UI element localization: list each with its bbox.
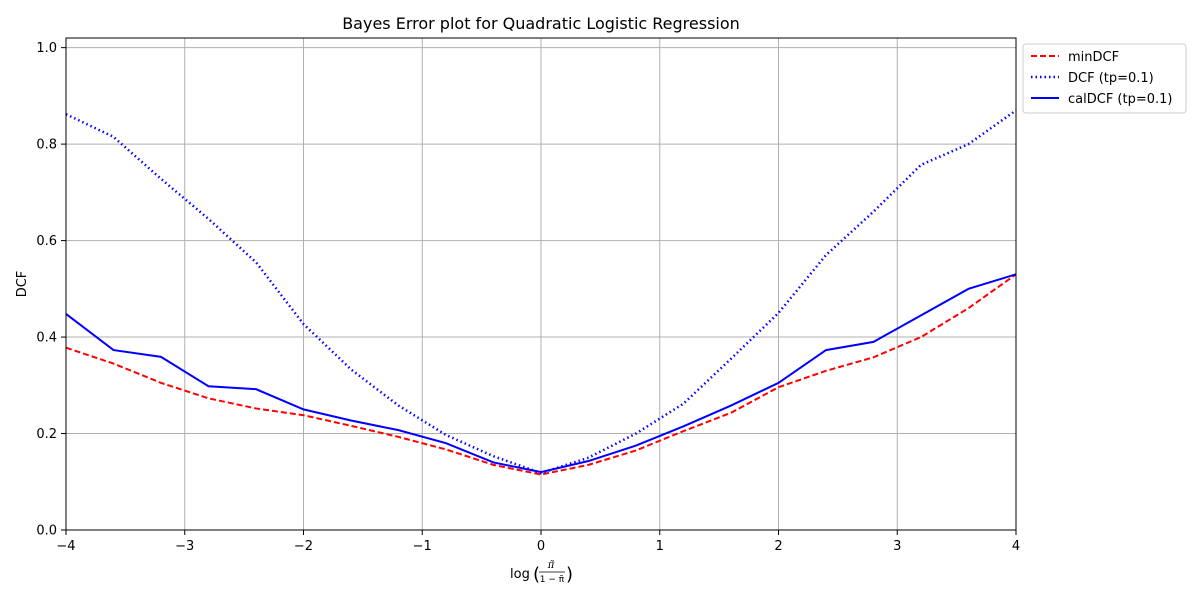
- x-tick-label: 1: [656, 539, 664, 554]
- y-tick-label: 0.6: [36, 234, 57, 249]
- x-tick-label: 4: [1012, 539, 1020, 554]
- x-axis-label-paren-left: (: [533, 564, 540, 585]
- y-tick-label: 0.8: [36, 138, 57, 153]
- x-axis-ticks: −4 −3 −2 −1 0 1 2 3 4: [56, 530, 1020, 554]
- x-tick-label: 0: [537, 539, 545, 554]
- x-tick-label: 2: [774, 539, 782, 554]
- x-axis-label-denominator: 1 − π̃: [540, 575, 565, 585]
- x-axis-label-numerator: π̃: [547, 560, 555, 571]
- x-tick-label: 3: [893, 539, 901, 554]
- series-line-caldcf: [65, 273, 1017, 474]
- y-axis-ticks: 0.0 0.2 0.4 0.6 0.8 1.0: [36, 41, 66, 539]
- x-tick-label: −4: [56, 539, 75, 554]
- y-tick-label: 0.0: [36, 524, 57, 539]
- x-axis-label-prefix: log: [510, 567, 530, 582]
- chart-title: Bayes Error plot for Quadratic Logistic …: [342, 14, 740, 33]
- x-tick-label: −1: [413, 539, 432, 554]
- x-axis-label-paren-right: ): [566, 564, 573, 585]
- y-axis-label: DCF: [15, 271, 30, 298]
- legend-label-dcf: DCF (tp=0.1): [1068, 71, 1154, 86]
- legend-label-mindcf: minDCF: [1068, 50, 1119, 65]
- series-layer: [65, 109, 1017, 476]
- legend-box: [1022, 43, 1187, 114]
- x-axis-label: log ( π̃ 1 − π̃ ): [510, 560, 573, 585]
- x-tick-label: −3: [175, 539, 194, 554]
- y-tick-label: 0.2: [36, 427, 57, 442]
- legend-label-caldcf: calDCF (tp=0.1): [1068, 92, 1172, 107]
- series-line-mindcf: [65, 273, 1017, 476]
- y-tick-label: 1.0: [36, 41, 57, 56]
- grid-lines: [65, 38, 1017, 531]
- legend: minDCF DCF (tp=0.1) calDCF (tp=0.1): [1022, 43, 1187, 114]
- x-tick-label: −2: [294, 539, 313, 554]
- y-tick-label: 0.4: [36, 331, 57, 346]
